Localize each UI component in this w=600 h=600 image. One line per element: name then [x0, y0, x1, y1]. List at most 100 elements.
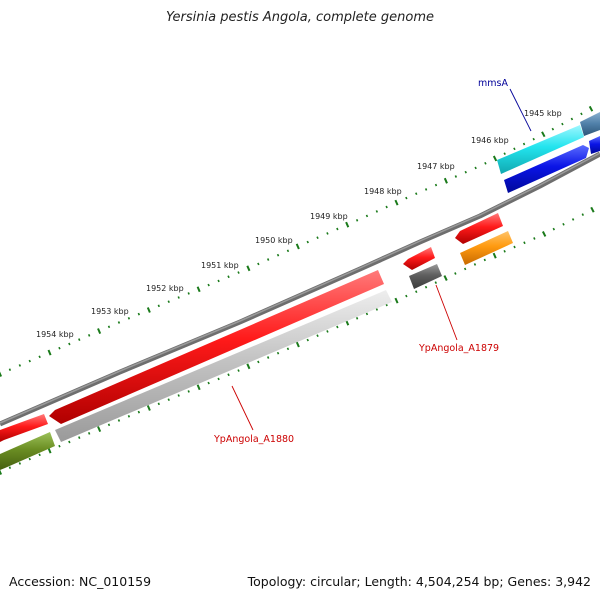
major-tick — [196, 384, 201, 391]
minor-tick — [8, 466, 12, 469]
minor-tick — [257, 360, 260, 364]
minor-tick — [167, 398, 170, 402]
outer-tick-ring — [0, 105, 594, 377]
genome-summary-text: Topology: circular; Length: 4,504,254 bp… — [247, 574, 591, 589]
minor-tick — [177, 394, 180, 397]
minor-tick — [570, 117, 574, 121]
major-tick — [542, 231, 547, 237]
minor-tick — [533, 237, 536, 240]
minor-tick — [405, 196, 408, 200]
minor-tick — [227, 275, 230, 279]
major-tick — [541, 131, 546, 138]
minor-tick — [365, 312, 369, 316]
major-tick — [295, 243, 300, 250]
gene-red-right-short[interactable] — [455, 213, 503, 244]
gene-label-ypangola-a1879[interactable]: YpAngola_A1879 — [418, 343, 499, 354]
minor-tick — [127, 317, 131, 320]
minor-tick — [137, 410, 141, 414]
minor-tick — [217, 279, 220, 283]
minor-tick — [28, 359, 31, 363]
minor-tick — [552, 227, 556, 231]
major-tick — [97, 328, 102, 334]
major-tick — [295, 341, 300, 348]
minor-tick — [454, 272, 457, 275]
minor-tick — [336, 227, 339, 231]
minor-tick — [473, 263, 477, 266]
minor-tick — [434, 281, 438, 284]
minor-tick — [68, 342, 71, 346]
minor-tick — [561, 122, 564, 126]
gene-blue-reverse[interactable] — [504, 145, 589, 193]
major-tick — [146, 307, 151, 313]
minor-tick — [454, 175, 458, 178]
gene-steelblue-top[interactable] — [580, 112, 600, 136]
minor-tick — [306, 338, 309, 342]
minor-tick — [523, 241, 526, 245]
gene-dark-gray-a1879[interactable] — [409, 264, 442, 289]
minor-tick — [316, 236, 319, 240]
minor-tick — [365, 214, 369, 218]
gene-olive-left-edge[interactable] — [0, 432, 55, 470]
minor-tick — [187, 292, 190, 295]
minor-tick — [157, 402, 160, 406]
minor-tick — [503, 152, 506, 155]
minor-tick — [532, 137, 535, 141]
gene-ypangola-a1880-forward[interactable] — [49, 270, 384, 424]
minor-tick — [227, 373, 230, 377]
gene-orange[interactable] — [460, 231, 513, 265]
minor-tick — [38, 355, 41, 359]
gene-red-small-a1879[interactable] — [403, 247, 435, 270]
minor-tick — [551, 127, 555, 131]
minor-tick — [522, 142, 526, 146]
minor-tick — [424, 285, 428, 289]
minor-tick — [207, 283, 210, 287]
major-tick — [443, 177, 448, 184]
gene-label-ypangola-a1880[interactable]: YpAngola_A1880 — [213, 434, 294, 445]
minor-tick — [286, 249, 290, 253]
minor-tick — [355, 219, 359, 222]
tick-label-1946: 1946 kbp — [471, 136, 509, 145]
minor-tick — [513, 147, 516, 151]
minor-tick — [562, 222, 565, 226]
major-tick — [196, 286, 201, 293]
minor-tick — [276, 253, 280, 257]
label-leaders — [231, 88, 532, 431]
major-tick — [0, 371, 3, 377]
minor-tick — [237, 271, 240, 274]
minor-tick — [513, 245, 516, 249]
major-tick — [590, 206, 595, 213]
minor-tick — [177, 296, 180, 299]
minor-tick — [78, 338, 81, 342]
minor-tick — [306, 240, 309, 244]
minor-tick — [424, 188, 428, 191]
minor-tick — [107, 325, 111, 329]
minor-tick — [28, 457, 31, 461]
minor-tick — [464, 170, 467, 174]
gene-blue-right-edge[interactable] — [589, 136, 600, 154]
gene-label-mmsA[interactable]: mmsA — [478, 78, 508, 89]
map-title: Yersinia pestis Angola, complete genome — [166, 10, 434, 25]
minor-tick — [117, 321, 121, 324]
minor-tick — [375, 210, 379, 213]
minor-tick — [107, 423, 111, 427]
minor-tick — [157, 304, 160, 308]
minor-tick — [316, 334, 319, 338]
minor-tick — [483, 258, 486, 262]
minor-tick — [336, 325, 339, 329]
minor-tick — [375, 308, 379, 311]
inner-tick-ring — [0, 206, 595, 475]
minor-tick — [326, 232, 329, 235]
gene-light-gray-reverse[interactable] — [55, 290, 392, 442]
minor-tick — [581, 213, 585, 216]
gene-red-left-edge[interactable] — [0, 414, 48, 442]
minor-tick — [286, 347, 290, 351]
major-tick — [47, 349, 52, 356]
minor-tick — [571, 218, 575, 221]
minor-tick — [137, 312, 141, 316]
major-tick — [394, 297, 399, 304]
major-tick — [588, 105, 594, 112]
tick-label-1951: 1951 kbp — [201, 261, 239, 270]
minor-tick — [87, 333, 91, 337]
gene-mmsA-cyan[interactable] — [497, 125, 584, 174]
